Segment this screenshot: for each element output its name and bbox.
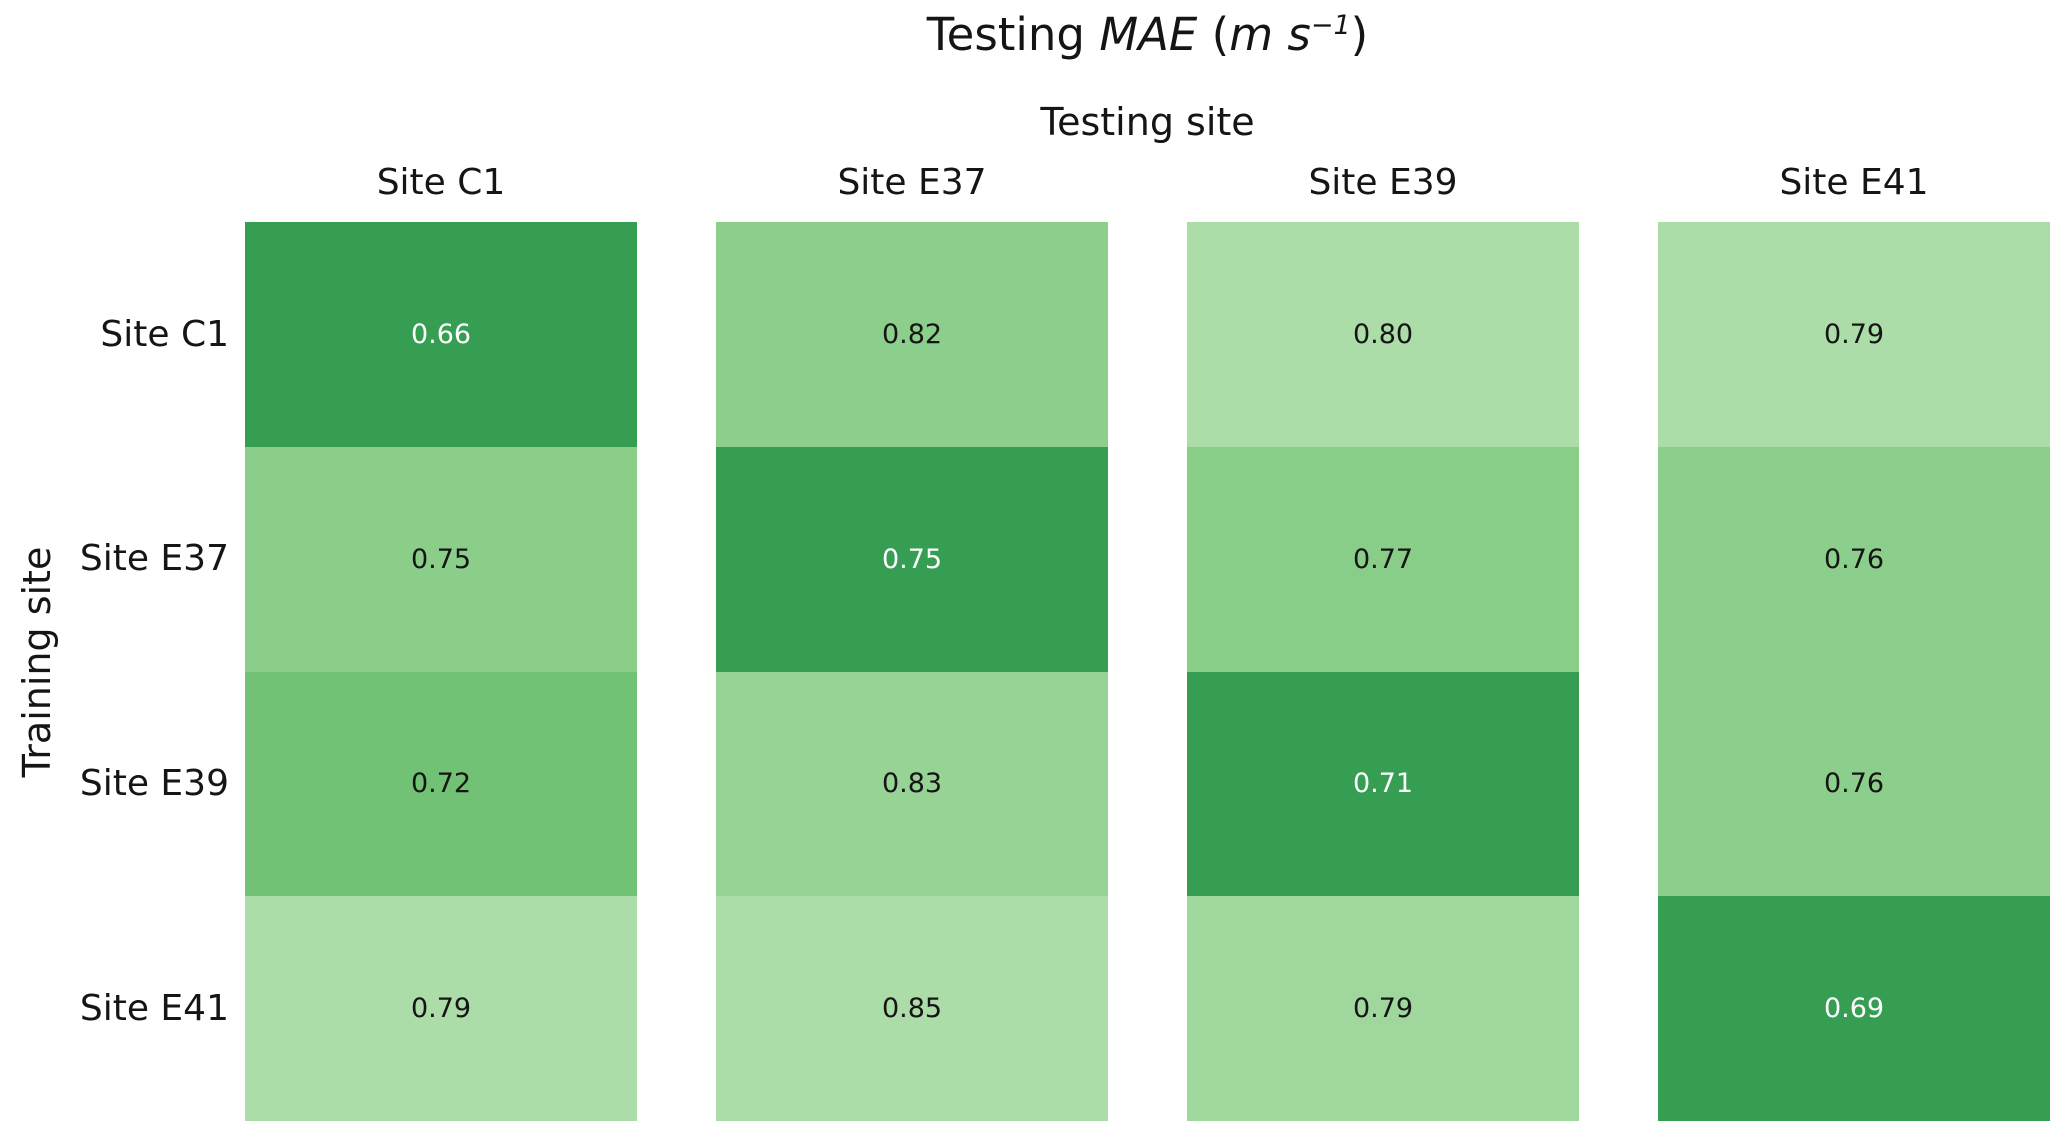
col-header: Site E37 [837, 162, 987, 203]
y-axis-title: Training site [15, 546, 59, 778]
chart-title: Testing MAE (m s−1) [245, 8, 2050, 61]
heatmap-cell: 0.69 [1658, 896, 2050, 1121]
row-label: Site E39 [79, 763, 229, 804]
heatmap-cell: 0.79 [1658, 222, 2050, 447]
heatmap-cell: 0.76 [1658, 671, 2050, 897]
heatmap-cell: 0.85 [716, 896, 1108, 1121]
chart-title-exponent: −1 [1310, 10, 1351, 41]
chart-title-unit: m s [1229, 8, 1311, 61]
cell-value: 0.76 [1823, 543, 1885, 575]
cell-value: 0.75 [881, 543, 943, 575]
row-label: Site C1 [100, 313, 229, 355]
cell-value: 0.79 [1823, 318, 1885, 350]
cell-value: 0.79 [1352, 993, 1414, 1025]
heatmap-cell: 0.76 [1658, 446, 2050, 672]
heatmap-cell: 0.79 [245, 896, 637, 1121]
heatmap-cell: 0.66 [245, 222, 637, 447]
cell-value: 0.80 [1352, 318, 1414, 350]
heatmap-cell: 0.83 [716, 671, 1108, 897]
heatmap-cell: 0.77 [1187, 446, 1579, 672]
cell-value: 0.69 [1823, 993, 1885, 1025]
chart-title-prefix: Testing [926, 8, 1100, 61]
row-label: Site E37 [79, 538, 229, 580]
heatmap-cell: 0.75 [245, 446, 637, 672]
col-header: Site E39 [1308, 162, 1458, 203]
heatmap-cell: 0.82 [716, 222, 1108, 447]
cell-value: 0.85 [881, 993, 943, 1025]
col-header: Site C1 [376, 162, 506, 203]
heatmap-column: 0.80 0.77 0.71 0.79 [1187, 222, 1579, 1121]
x-axis-title: Testing site [1040, 100, 1255, 144]
heatmap-cell: 0.71 [1187, 671, 1579, 897]
heatmap-cell: 0.75 [716, 446, 1108, 672]
cell-value: 0.82 [881, 318, 943, 350]
chart-title-close-paren: ) [1350, 8, 1369, 61]
heatmap-column: 0.79 0.76 0.76 0.69 [1658, 222, 2050, 1121]
chart-title-open-paren: ( [1197, 8, 1230, 61]
cell-value: 0.77 [1352, 543, 1414, 575]
heatmap-column: 0.82 0.75 0.83 0.85 [716, 222, 1108, 1121]
cell-value: 0.71 [1352, 768, 1414, 800]
heatmap-column: 0.66 0.75 0.72 0.79 [245, 222, 637, 1121]
heatmap-cell: 0.72 [245, 671, 637, 897]
heatmap-cell: 0.80 [1187, 222, 1579, 447]
heatmap-cell: 0.79 [1187, 896, 1579, 1121]
cell-value: 0.72 [410, 768, 472, 800]
cell-value: 0.66 [410, 318, 472, 350]
chart-title-metric: MAE [1099, 8, 1198, 61]
cell-value: 0.75 [410, 543, 472, 575]
cell-value: 0.83 [881, 768, 943, 800]
cell-value: 0.79 [410, 993, 472, 1025]
col-header: Site E41 [1779, 162, 1929, 203]
cell-value: 0.76 [1823, 768, 1885, 800]
row-label: Site E41 [79, 987, 229, 1029]
